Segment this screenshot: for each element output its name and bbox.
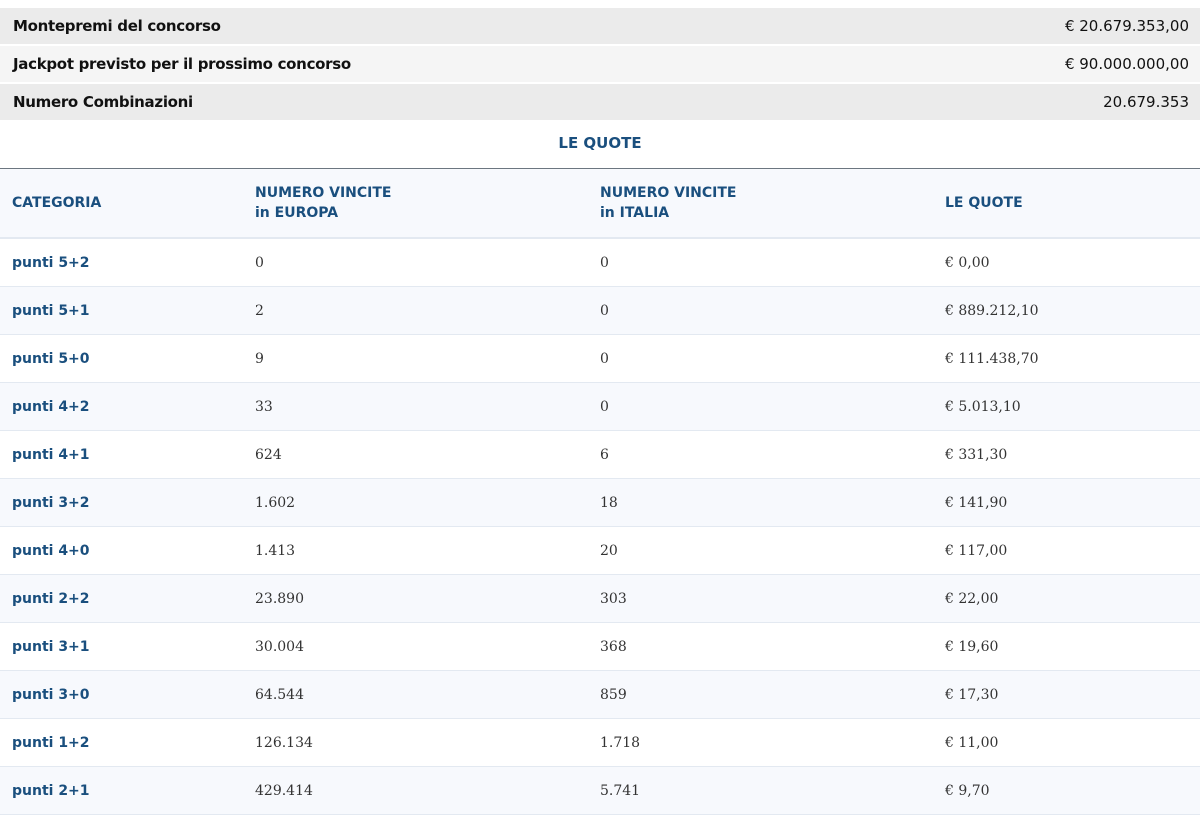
- summary-row-combinazioni: Numero Combinazioni 20.679.353: [0, 84, 1200, 120]
- quote-header-row: CATEGORIA NUMERO VINCITE in EUROPA NUMERO…: [0, 168, 1200, 239]
- cell-categoria: punti 1+2: [0, 718, 255, 767]
- table-row: punti 4+1 624 6 € 331,30: [0, 430, 1200, 479]
- cell-quota: € 5.013,10: [945, 382, 1200, 431]
- header-europa-line2: in EUROPA: [255, 205, 339, 221]
- cell-vincite-italia: 5.741: [600, 766, 945, 815]
- header-italia-line2: in ITALIA: [600, 205, 670, 221]
- summary-value: 20.679.353: [1103, 93, 1189, 111]
- table-row: punti 4+2 33 0 € 5.013,10: [0, 382, 1200, 431]
- cell-vincite-europa: 33: [255, 382, 600, 431]
- header-europa-line1: NUMERO VINCITE: [255, 185, 392, 201]
- cell-vincite-europa: 429.414: [255, 766, 600, 815]
- cell-vincite-italia: 0: [600, 238, 945, 287]
- header-italia: NUMERO VINCITE in ITALIA: [600, 168, 945, 239]
- cell-vincite-italia: 859: [600, 670, 945, 719]
- cell-vincite-italia: 368: [600, 622, 945, 671]
- cell-categoria: punti 5+0: [0, 334, 255, 383]
- table-row: punti 4+0 1.413 20 € 117,00: [0, 526, 1200, 575]
- cell-vincite-europa: 0: [255, 238, 600, 287]
- cell-vincite-italia: 6: [600, 430, 945, 479]
- cell-categoria: punti 4+0: [0, 526, 255, 575]
- cell-quota: € 9,70: [945, 766, 1200, 815]
- cell-vincite-italia: 303: [600, 574, 945, 623]
- table-row: punti 3+2 1.602 18 € 141,90: [0, 478, 1200, 527]
- cell-vincite-italia: 0: [600, 286, 945, 335]
- cell-categoria: punti 3+1: [0, 622, 255, 671]
- cell-categoria: punti 5+2: [0, 238, 255, 287]
- cell-categoria: punti 2+2: [0, 574, 255, 623]
- summary-label: Numero Combinazioni: [13, 93, 193, 111]
- cell-vincite-europa: 2: [255, 286, 600, 335]
- header-quote: LE QUOTE: [945, 168, 1200, 239]
- table-row: punti 5+1 2 0 € 889.212,10: [0, 286, 1200, 335]
- cell-quota: € 141,90: [945, 478, 1200, 527]
- cell-quota: € 17,30: [945, 670, 1200, 719]
- cell-vincite-europa: 9: [255, 334, 600, 383]
- table-row: punti 2+1 429.414 5.741 € 9,70: [0, 766, 1200, 815]
- cell-quota: € 117,00: [945, 526, 1200, 575]
- cell-vincite-italia: 1.718: [600, 718, 945, 767]
- header-europa: NUMERO VINCITE in EUROPA: [255, 168, 600, 239]
- cell-quota: € 331,30: [945, 430, 1200, 479]
- summary-row-montepremi: Montepremi del concorso € 20.679.353,00: [0, 8, 1200, 44]
- cell-categoria: punti 4+1: [0, 430, 255, 479]
- table-row: punti 3+0 64.544 859 € 17,30: [0, 670, 1200, 719]
- cell-quota: € 111.438,70: [945, 334, 1200, 383]
- cell-vincite-europa: 624: [255, 430, 600, 479]
- cell-quota: € 0,00: [945, 238, 1200, 287]
- cell-categoria: punti 3+0: [0, 670, 255, 719]
- cell-categoria: punti 5+1: [0, 286, 255, 335]
- cell-vincite-italia: 18: [600, 478, 945, 527]
- cell-quota: € 19,60: [945, 622, 1200, 671]
- cell-vincite-europa: 126.134: [255, 718, 600, 767]
- table-row: punti 5+2 0 0 € 0,00: [0, 238, 1200, 287]
- cell-vincite-europa: 30.004: [255, 622, 600, 671]
- cell-categoria: punti 2+1: [0, 766, 255, 815]
- quote-title: LE QUOTE: [558, 134, 642, 152]
- cell-vincite-europa: 1.413: [255, 526, 600, 575]
- table-row: punti 5+0 9 0 € 111.438,70: [0, 334, 1200, 383]
- table-row: punti 2+2 23.890 303 € 22,00: [0, 574, 1200, 623]
- cell-quota: € 22,00: [945, 574, 1200, 623]
- summary-row-jackpot: Jackpot previsto per il prossimo concors…: [0, 46, 1200, 82]
- cell-vincite-italia: 0: [600, 334, 945, 383]
- cell-vincite-italia: 0: [600, 382, 945, 431]
- cell-vincite-europa: 1.602: [255, 478, 600, 527]
- summary-table: Montepremi del concorso € 20.679.353,00 …: [0, 8, 1200, 122]
- table-row: punti 1+2 126.134 1.718 € 11,00: [0, 718, 1200, 767]
- summary-value: € 90.000.000,00: [1064, 55, 1189, 73]
- quote-table: CATEGORIA NUMERO VINCITE in EUROPA NUMERO…: [0, 168, 1200, 815]
- table-row: punti 3+1 30.004 368 € 19,60: [0, 622, 1200, 671]
- cell-quota: € 889.212,10: [945, 286, 1200, 335]
- cell-quota: € 11,00: [945, 718, 1200, 767]
- header-italia-line1: NUMERO VINCITE: [600, 185, 737, 201]
- header-categoria: CATEGORIA: [0, 168, 255, 239]
- cell-vincite-europa: 23.890: [255, 574, 600, 623]
- summary-label: Montepremi del concorso: [13, 17, 221, 35]
- cell-vincite-italia: 20: [600, 526, 945, 575]
- cell-vincite-europa: 64.544: [255, 670, 600, 719]
- summary-value: € 20.679.353,00: [1064, 17, 1189, 35]
- cell-categoria: punti 4+2: [0, 382, 255, 431]
- summary-label: Jackpot previsto per il prossimo concors…: [13, 55, 351, 73]
- cell-categoria: punti 3+2: [0, 478, 255, 527]
